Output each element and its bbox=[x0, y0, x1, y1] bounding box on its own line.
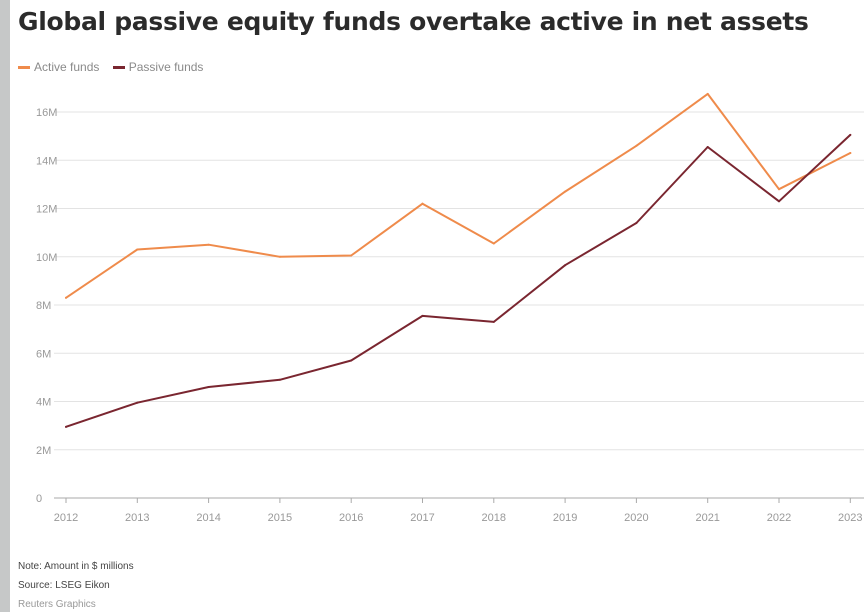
x-tick-label-2012: 2012 bbox=[54, 512, 78, 524]
chart-card: Global passive equity funds overtake act… bbox=[10, 0, 864, 612]
data-point-active-2020 bbox=[635, 144, 638, 147]
line-chart: 0 2M 4M 6M 8M 10M 12M 14M 16M 2012 2013 2014 2015 201… bbox=[36, 92, 864, 524]
data-point-active-2019 bbox=[564, 190, 567, 193]
x-tick-label-2014: 2014 bbox=[196, 512, 220, 524]
legend-label-passive: Passive funds bbox=[128, 60, 204, 74]
y-tick-label-14: 14M bbox=[36, 155, 57, 167]
data-point-passive-2023 bbox=[849, 133, 852, 136]
x-tick-label-2017: 2017 bbox=[410, 512, 434, 524]
data-point-active-2015 bbox=[278, 255, 281, 258]
legend-entry-passive: Passive funds bbox=[112, 60, 204, 74]
y-tick-label-2: 2M bbox=[36, 445, 51, 457]
footer-source: Source: LSEG Eikon bbox=[18, 580, 110, 591]
x-tick-label-2019: 2019 bbox=[553, 512, 577, 524]
x-tick-label-2022: 2022 bbox=[767, 512, 791, 524]
x-tick-label-2023: 2023 bbox=[838, 512, 862, 524]
chart-footer: Note: Amount in $ millions Source: LSEG … bbox=[18, 557, 134, 612]
x-tick-label-2013: 2013 bbox=[125, 512, 149, 524]
y-tick-label-6: 6M bbox=[36, 348, 51, 360]
series-line-passive bbox=[65, 133, 852, 428]
x-tick-label-2021: 2021 bbox=[695, 512, 719, 524]
chart-title: Global passive equity funds overtake act… bbox=[18, 7, 809, 36]
data-point-active-2012 bbox=[65, 296, 67, 299]
y-tick-label-10: 10M bbox=[36, 252, 57, 264]
legend-swatch-passive bbox=[112, 66, 125, 70]
data-point-passive-2015 bbox=[278, 378, 281, 381]
data-point-passive-2014 bbox=[207, 386, 210, 389]
data-point-active-2021 bbox=[706, 92, 709, 95]
data-point-passive-2017 bbox=[421, 314, 424, 317]
series-line-active bbox=[65, 92, 852, 299]
data-point-passive-2018 bbox=[492, 320, 495, 323]
data-point-active-2018 bbox=[492, 242, 495, 245]
data-point-active-2013 bbox=[136, 248, 139, 251]
data-point-active-2014 bbox=[207, 243, 210, 246]
legend-swatch-active bbox=[18, 66, 30, 70]
data-point-active-2017 bbox=[421, 202, 424, 205]
data-point-passive-2012 bbox=[65, 425, 67, 428]
data-point-active-2023 bbox=[849, 152, 852, 155]
data-point-passive-2022 bbox=[778, 200, 780, 203]
chart-legend: Active funds Passive funds bbox=[18, 60, 213, 74]
legend-entry-active: Active funds bbox=[18, 60, 99, 74]
data-point-passive-2021 bbox=[706, 145, 709, 148]
data-point-passive-2019 bbox=[564, 264, 567, 267]
data-point-passive-2016 bbox=[350, 359, 353, 362]
y-tick-label-0: 0 bbox=[36, 493, 42, 505]
x-tick-label-2020: 2020 bbox=[624, 512, 648, 524]
data-point-active-2022 bbox=[778, 188, 780, 191]
x-tick-label-2016: 2016 bbox=[339, 512, 363, 524]
footer-note: Note: Amount in $ millions bbox=[18, 561, 134, 572]
data-point-passive-2013 bbox=[136, 401, 139, 404]
y-tick-label-12: 12M bbox=[36, 204, 57, 216]
data-point-passive-2020 bbox=[635, 221, 638, 224]
y-tick-label-8: 8M bbox=[36, 300, 51, 312]
y-tick-label-16: 16M bbox=[36, 107, 57, 119]
x-tick-label-2015: 2015 bbox=[268, 512, 292, 524]
data-point-active-2016 bbox=[350, 254, 353, 257]
legend-label-active: Active funds bbox=[34, 60, 100, 74]
y-tick-label-4: 4M bbox=[36, 397, 51, 409]
x-tick-label-2018: 2018 bbox=[482, 512, 506, 524]
footer-credit: Reuters Graphics bbox=[18, 599, 96, 610]
